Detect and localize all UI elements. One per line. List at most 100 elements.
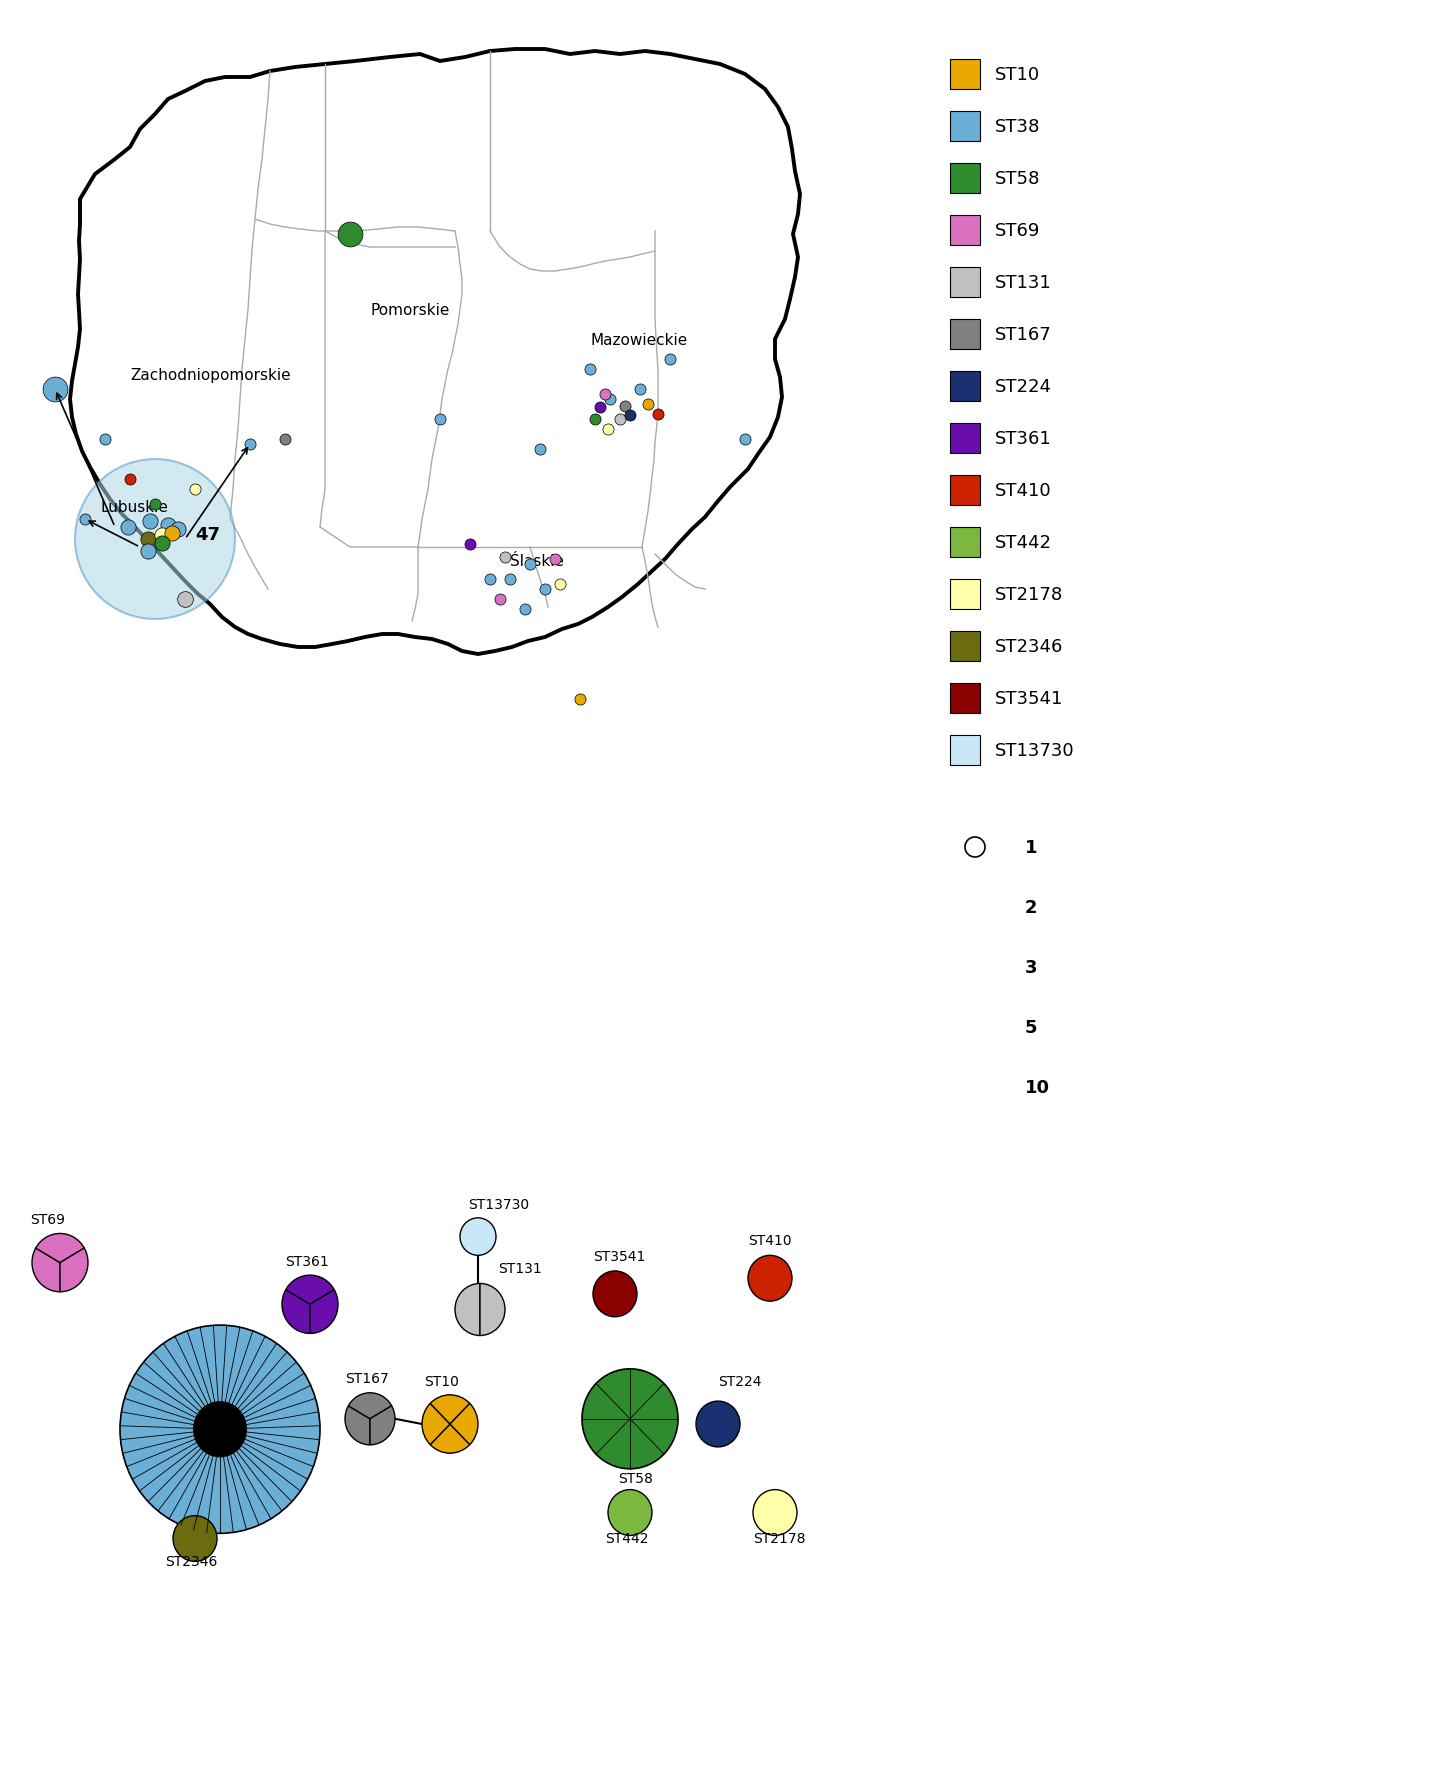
Point [493,544,516,572]
Text: ST13730: ST13730 [468,1198,529,1212]
Bar [950,684,980,713]
Text: ST442: ST442 [994,533,1052,552]
Point [43,376,66,405]
Point [568,686,591,715]
Text: ST10: ST10 [994,66,1040,84]
Point [533,576,556,604]
Text: ST361: ST361 [285,1255,329,1269]
Bar [950,61,980,89]
Text: ST38: ST38 [295,1301,330,1315]
Text: Śląskie: Śląskie [510,551,563,568]
Bar [950,216,980,246]
Point [614,392,637,421]
Text: ST58: ST58 [994,169,1040,187]
Text: 47: 47 [195,526,220,544]
Point [499,565,522,593]
Point [529,435,552,463]
Point [608,406,631,435]
Point [150,522,173,551]
Circle shape [608,1490,651,1536]
Point [173,586,196,615]
Point [274,426,297,454]
Point [150,529,173,558]
Point [659,346,682,374]
Text: Pomorskie: Pomorskie [370,303,450,317]
Text: ST3541: ST3541 [594,1249,646,1263]
Point [117,513,140,542]
Point [144,490,167,519]
Point [543,545,566,574]
Bar [950,112,980,143]
Text: 2: 2 [1025,898,1038,916]
Text: ST361: ST361 [994,429,1052,447]
Bar [950,736,980,766]
Wedge shape [310,1290,339,1333]
Text: Zachodniopomorskie: Zachodniopomorskie [130,367,291,383]
Circle shape [173,1516,218,1561]
Circle shape [941,1053,1009,1121]
Point [118,465,141,494]
Text: ST2178: ST2178 [994,586,1063,604]
Point [618,401,641,429]
Wedge shape [422,1404,450,1445]
Wedge shape [344,1406,370,1445]
Circle shape [951,1003,999,1051]
Wedge shape [455,1283,480,1336]
Circle shape [594,1271,637,1317]
Circle shape [754,1490,797,1536]
Text: ST69: ST69 [994,223,1040,241]
Point [647,401,670,429]
Wedge shape [61,1249,88,1292]
Wedge shape [282,1290,310,1333]
Point [137,526,160,554]
Circle shape [961,893,989,921]
Bar [950,319,980,349]
Point [584,406,607,435]
Point [94,426,117,454]
Text: ST167: ST167 [994,326,1052,344]
Text: ST58: ST58 [618,1470,653,1484]
Bar [950,424,980,454]
Text: Mazowieckie: Mazowieckie [589,331,687,347]
Text: ST442: ST442 [605,1531,648,1545]
Point [733,426,757,454]
Wedge shape [370,1406,395,1445]
Text: ST3541: ST3541 [994,690,1063,707]
Point [339,221,362,249]
Bar [950,372,980,401]
Circle shape [582,1369,679,1468]
Point [549,570,572,599]
Point [73,506,97,535]
Bar [950,527,980,558]
Point [138,508,161,536]
Point [597,415,620,444]
Text: ST2346: ST2346 [166,1554,218,1568]
Point [238,431,261,460]
Text: ST10: ST10 [425,1374,460,1388]
Text: ST38: ST38 [994,118,1040,135]
Point [428,406,451,435]
Text: ST13730: ST13730 [994,741,1075,759]
Bar [950,267,980,298]
Polygon shape [71,50,800,654]
Circle shape [748,1256,793,1301]
Wedge shape [349,1394,392,1418]
Circle shape [460,1219,496,1256]
Wedge shape [431,1424,470,1454]
Point [137,538,160,567]
Text: ST167: ST167 [344,1372,389,1386]
Wedge shape [480,1283,504,1336]
Point [458,531,481,560]
Bar [950,579,980,609]
Point [478,565,501,593]
Text: ST2346: ST2346 [994,638,1063,656]
Point [588,394,611,422]
Circle shape [120,1326,320,1534]
Wedge shape [431,1395,470,1424]
Point [628,376,651,405]
Point [488,586,512,615]
Text: ST131: ST131 [499,1262,542,1276]
Point [183,476,206,504]
Circle shape [957,950,993,985]
Point [594,381,617,410]
